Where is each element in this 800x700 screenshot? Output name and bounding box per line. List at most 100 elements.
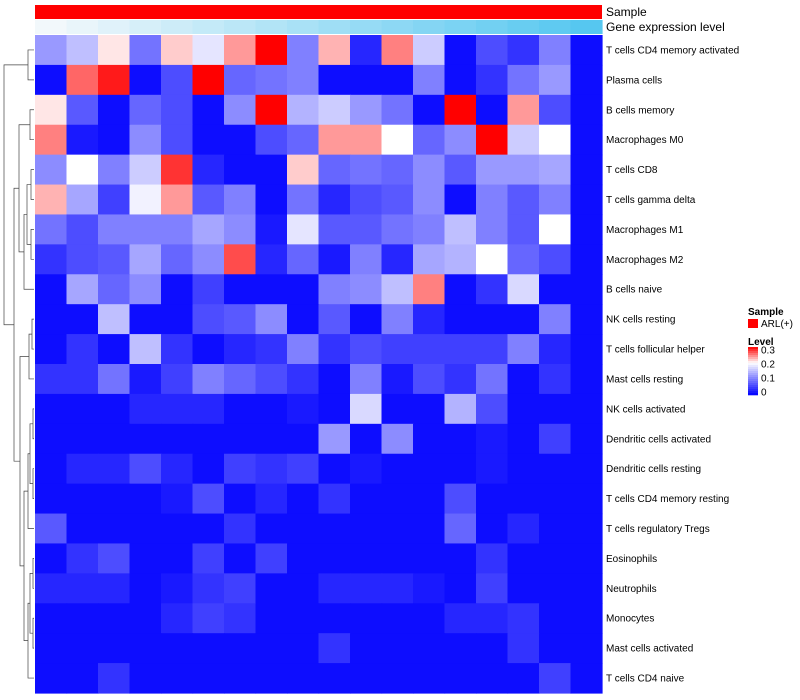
heatmap-cell <box>66 453 99 485</box>
heatmap-cell <box>98 633 131 664</box>
heatmap-cell <box>192 663 225 694</box>
heatmap-cell <box>350 244 383 275</box>
heatmap-cell <box>539 423 572 455</box>
heatmap-cell <box>350 274 383 305</box>
heatmap-cell <box>570 35 603 66</box>
heatmap-cell <box>381 184 414 216</box>
heatmap-cell <box>98 513 131 545</box>
heatmap-cell <box>318 364 351 395</box>
heatmap-cell <box>192 184 225 216</box>
heatmap-cell <box>255 364 288 395</box>
heatmap-cell <box>66 184 99 216</box>
legend-gradient-step <box>748 387 758 390</box>
heatmap-cell <box>161 274 194 305</box>
heatmap-cell <box>287 214 320 245</box>
heatmap-cell <box>161 663 194 694</box>
heatmap-cell <box>255 603 288 634</box>
heatmap-cell <box>539 513 572 545</box>
heatmap-cell <box>129 423 162 455</box>
legend-gradient-step <box>748 389 758 392</box>
heatmap-cell <box>413 124 446 156</box>
heatmap-cell <box>224 94 257 126</box>
heatmap-cell <box>507 513 540 545</box>
heatmap-cell <box>255 453 288 485</box>
heatmap-cell <box>98 603 131 634</box>
row-label: Eosinophils <box>606 554 657 565</box>
heatmap-cell <box>255 124 288 156</box>
heatmap-cell <box>129 124 162 156</box>
row-label: T cells CD8 <box>606 165 658 176</box>
expression-track-cell <box>444 20 477 34</box>
heatmap-cell <box>35 663 68 694</box>
heatmap-cell <box>350 304 383 335</box>
heatmap-cell <box>161 214 194 245</box>
heatmap-cell <box>192 423 225 455</box>
heatmap-cell <box>161 603 194 634</box>
heatmap-cell <box>192 214 225 245</box>
heatmap-cell <box>66 663 99 694</box>
heatmap-cell <box>35 603 68 634</box>
row-label: Mast cells activated <box>606 644 693 655</box>
heatmap-cell <box>570 453 603 485</box>
heatmap-cell <box>444 334 477 365</box>
heatmap-cell <box>444 543 477 574</box>
heatmap-cell <box>413 64 446 96</box>
legend-gradient-step <box>748 391 758 394</box>
heatmap-cell <box>287 633 320 664</box>
heatmap-cell <box>98 244 131 275</box>
row-label: Plasma cells <box>606 75 662 86</box>
expression-track-cell <box>192 20 225 34</box>
heatmap-cell <box>255 94 288 126</box>
heatmap-cell <box>570 184 603 216</box>
heatmap-cell <box>287 483 320 515</box>
heatmap-cell <box>318 214 351 245</box>
heatmap-cell <box>255 483 288 515</box>
heatmap-cell <box>318 304 351 335</box>
dendrogram-branch <box>32 468 34 499</box>
heatmap-cell <box>413 184 446 216</box>
heatmap-cell <box>444 274 477 305</box>
heatmap-cell <box>507 483 540 515</box>
heatmap-cell <box>287 244 320 275</box>
heatmap-cell <box>476 573 509 604</box>
heatmap-cell <box>129 154 162 186</box>
heatmap-cell <box>413 244 446 275</box>
heatmap-cell <box>98 35 131 66</box>
heatmap-cell <box>444 364 477 395</box>
heatmap-cell <box>413 663 446 694</box>
heatmap-cell <box>444 244 477 275</box>
heatmap-cell <box>287 393 320 425</box>
dendrogram-branch <box>26 184 31 245</box>
track-label-sample: Sample <box>606 5 647 19</box>
heatmap-cell <box>381 423 414 455</box>
heatmap-cell <box>444 483 477 515</box>
heatmap-cell <box>444 184 477 216</box>
heatmap-cell <box>255 573 288 604</box>
heatmap-cell <box>129 633 162 664</box>
heatmap-cell <box>129 453 162 485</box>
heatmap-cell <box>350 364 383 395</box>
heatmap-cell <box>192 304 225 335</box>
heatmap-cell <box>66 423 99 455</box>
heatmap-cell <box>66 364 99 395</box>
heatmap-cell <box>444 423 477 455</box>
heatmap-cell <box>192 244 225 275</box>
heatmap-cell <box>539 543 572 574</box>
heatmap-cell <box>318 124 351 156</box>
heatmap-cell <box>287 513 320 545</box>
heatmap-cell <box>98 453 131 485</box>
legend-level-tick: 0.3 <box>761 346 775 357</box>
heatmap-cell <box>161 184 194 216</box>
heatmap-cell <box>192 364 225 395</box>
heatmap-cell <box>318 94 351 126</box>
heatmap-cell <box>476 423 509 455</box>
heatmap-cell <box>98 393 131 425</box>
dendrogram-branch <box>30 229 34 260</box>
heatmap-cell <box>444 94 477 126</box>
heatmap-cell <box>318 35 351 66</box>
expression-track-cell <box>255 20 288 34</box>
heatmap-cell <box>507 393 540 425</box>
legend-gradient-step <box>748 383 758 386</box>
heatmap-cell <box>539 184 572 216</box>
heatmap-cell <box>381 543 414 574</box>
